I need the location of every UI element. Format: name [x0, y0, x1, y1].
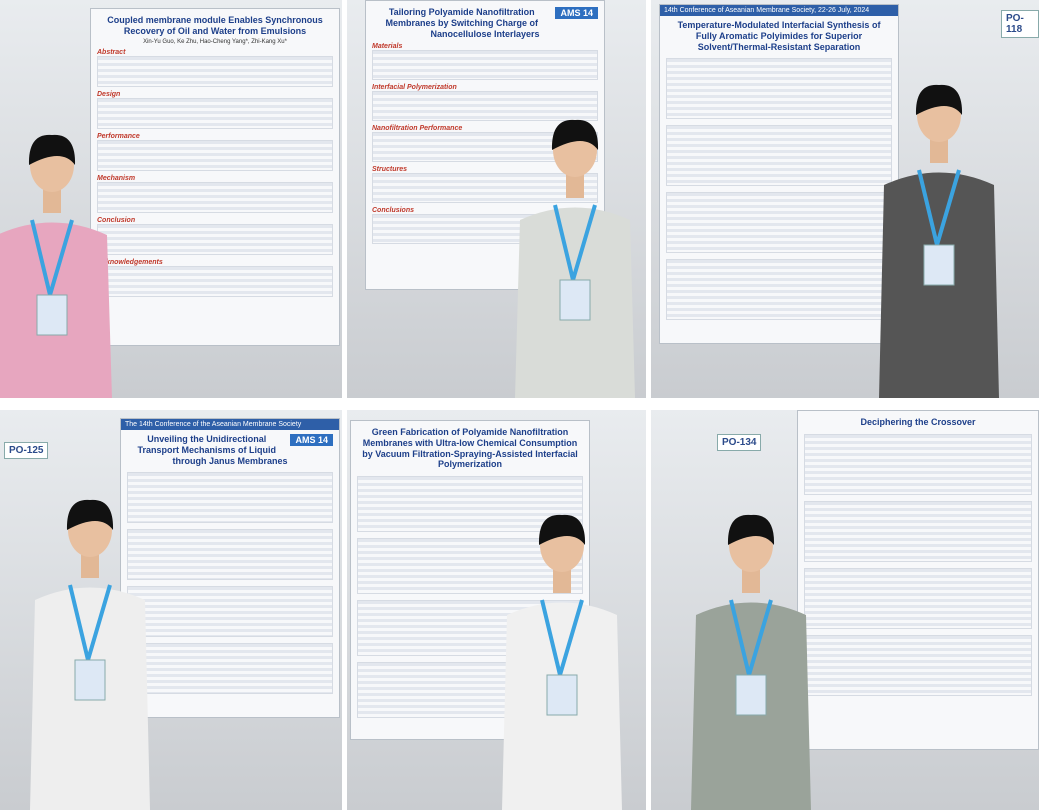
person	[515, 119, 635, 398]
person	[30, 499, 150, 810]
section-heading: Conclusion	[97, 216, 136, 224]
photo-panel: Deciphering the Crossover PO-134	[651, 410, 1039, 810]
neck	[43, 187, 61, 213]
poster-title: Green Fabrication of Polyamide Nanofiltr…	[362, 427, 578, 470]
section-content	[372, 50, 598, 81]
neck	[566, 172, 584, 198]
poster-figure	[666, 192, 892, 254]
photo-panel: The 14th Conference of the Aseanian Memb…	[0, 410, 342, 810]
name-badge	[735, 674, 767, 716]
section-heading: Acknowledgements	[97, 258, 163, 266]
hair	[28, 134, 76, 165]
poster-authors: Xin-Yu Guo, Ke Zhu, Hao-Cheng Yang*, Zhi…	[143, 38, 287, 45]
section-heading: Performance	[97, 132, 140, 140]
conference-badge: AMS 14	[555, 7, 598, 19]
conference-badge: AMS 14	[290, 434, 333, 446]
section-heading: Design	[97, 90, 121, 98]
poster: 14th Conference of Aseanian Membrane Soc…	[659, 4, 899, 344]
name-badge	[546, 674, 578, 716]
poster-figure	[666, 58, 892, 120]
poster-header: The 14th Conference of the Aseanian Memb…	[121, 419, 339, 430]
neck	[81, 552, 99, 578]
section-heading: Interfacial Polymerization	[372, 84, 457, 92]
person	[0, 134, 112, 398]
name-badge	[74, 659, 106, 701]
section-content	[97, 265, 333, 297]
section-heading: Structures	[372, 166, 408, 174]
section-heading: Materials	[372, 43, 403, 51]
board-number: PO-134	[717, 434, 762, 451]
poster-figure	[127, 529, 333, 581]
neck	[553, 567, 571, 593]
poster-figure	[804, 433, 1032, 495]
poster-figure	[804, 500, 1032, 562]
poster-title: Coupled membrane module Enables Synchron…	[107, 15, 323, 36]
section-content	[97, 55, 333, 87]
hair	[915, 84, 963, 115]
poster: The 14th Conference of the Aseanian Memb…	[120, 418, 340, 718]
poster-figure	[666, 125, 892, 187]
section-content	[97, 139, 333, 171]
board-number: PO-118	[1001, 10, 1039, 38]
section-content	[372, 91, 598, 122]
neck	[930, 137, 948, 163]
poster-figure	[127, 586, 333, 638]
name-badge	[559, 279, 591, 321]
person	[879, 84, 999, 398]
poster-figure	[666, 259, 892, 321]
name-badge	[923, 244, 955, 286]
section-content	[372, 173, 598, 204]
poster-title: Temperature-Modulated Interfacial Synthe…	[677, 20, 881, 52]
person	[502, 514, 622, 810]
section-heading: Nanofiltration Performance	[372, 125, 463, 133]
poster-figure	[804, 567, 1032, 629]
section-content	[97, 97, 333, 129]
photo-panel: Coupled membrane module Enables Synchron…	[0, 0, 342, 398]
hair	[727, 514, 775, 545]
hair	[551, 119, 599, 150]
poster-figure	[804, 634, 1032, 696]
section-heading: Mechanism	[97, 174, 136, 182]
section-heading: Abstract	[97, 48, 126, 56]
poster-title: Tailoring Polyamide Nanofiltration Membr…	[385, 7, 540, 39]
poster-figure	[127, 643, 333, 695]
board-number: PO-125	[4, 442, 49, 459]
poster-title: Unveiling the Unidirectional Transport M…	[137, 434, 288, 466]
photo-panel: AMS 14 Tailoring Polyamide Nanofiltration…	[347, 0, 646, 398]
section-content	[97, 181, 333, 213]
poster-header: 14th Conference of Aseanian Membrane Soc…	[660, 5, 898, 16]
section-heading: Conclusions	[372, 207, 415, 215]
photo-panel: 14th Conference of Aseanian Membrane Soc…	[651, 0, 1039, 398]
poster-figure	[127, 472, 333, 524]
hair	[66, 499, 114, 530]
poster: Deciphering the Crossover	[797, 410, 1039, 750]
poster: Coupled membrane module Enables Synchron…	[90, 8, 340, 346]
hair	[538, 514, 586, 545]
poster-title: Deciphering the Crossover	[860, 417, 976, 427]
name-badge	[36, 294, 68, 336]
person	[691, 514, 811, 810]
neck	[742, 567, 760, 593]
photo-panel: Green Fabrication of Polyamide Nanofiltr…	[347, 410, 646, 810]
section-content	[97, 223, 333, 255]
